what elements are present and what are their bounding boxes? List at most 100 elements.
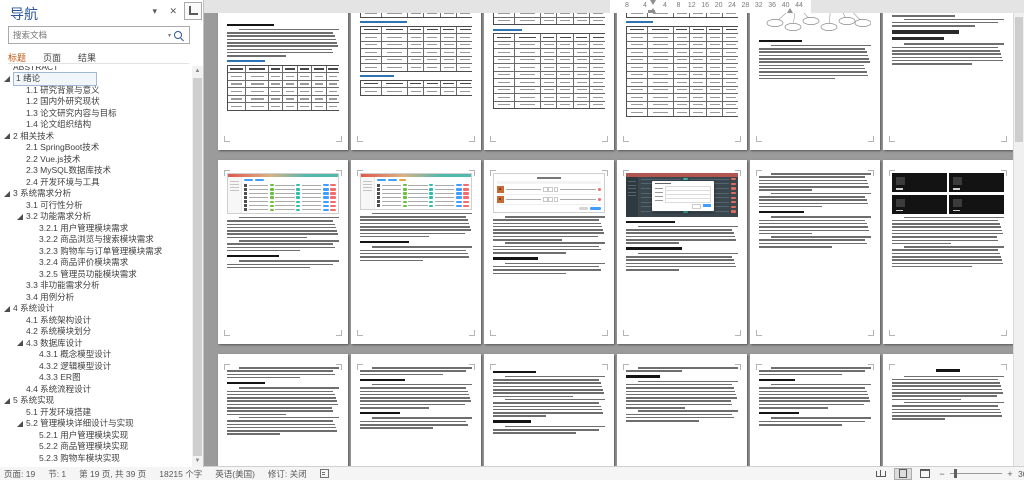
outline-item[interactable]: 3.3 非功能需求分析 (0, 280, 191, 292)
search-icon[interactable] (174, 31, 182, 39)
document-page[interactable] (484, 160, 614, 344)
document-page[interactable] (484, 13, 614, 150)
outline-item[interactable]: 4.3.3 ER图 (0, 372, 191, 384)
text-line (759, 373, 842, 376)
outline-item[interactable]: 3.2.4 商品评价模块需求 (0, 257, 191, 269)
document-page[interactable] (218, 13, 348, 150)
outline-item[interactable]: 2.4 开发环境与工具 (0, 177, 191, 189)
nav-tab-3[interactable]: 结果 (78, 53, 97, 63)
status-item[interactable]: 第 19 页, 共 39 页 (79, 468, 147, 479)
outline-item[interactable]: 5.2.3 购物车模块实现 (0, 453, 191, 465)
outline-item[interactable]: 5.2.2 商品管理模块实现 (0, 441, 191, 453)
document-page[interactable] (218, 354, 348, 467)
document-page[interactable] (617, 13, 747, 150)
outline-item[interactable]: 1 绪论 (0, 72, 191, 86)
document-page[interactable] (617, 160, 747, 344)
tab-stop-selector[interactable] (184, 2, 202, 20)
scroll-down-icon[interactable]: ▼ (192, 456, 203, 467)
document-page[interactable] (484, 354, 614, 467)
document-page[interactable] (351, 354, 481, 467)
outline-item[interactable]: 2 相关技术 (0, 131, 191, 143)
outline-item[interactable]: 3.2.5 管理员功能模块需求 (0, 269, 191, 281)
outline-item[interactable]: ABSTRACT (0, 66, 191, 73)
chevron-down-icon[interactable]: ▾ (152, 6, 157, 16)
outline-item[interactable]: 3.4 用例分析 (0, 292, 191, 304)
status-item[interactable]: 修订: 关闭 (267, 468, 307, 479)
nav-tab-2[interactable]: 页面 (43, 53, 62, 63)
document-page[interactable] (617, 354, 747, 467)
outline-item[interactable]: 2.3 MySQL数据库技术 (0, 165, 191, 177)
right-indent-marker[interactable] (787, 5, 793, 13)
table-cell (690, 41, 707, 48)
vertical-scrollbar[interactable] (1013, 13, 1024, 467)
cell-text (519, 44, 536, 46)
outline-item[interactable]: 5.1 开发环境搭建 (0, 407, 191, 419)
outline-item[interactable]: 1.2 国内外研究现状 (0, 96, 191, 108)
search-box[interactable]: ▾ (8, 26, 190, 44)
scroll-up-icon[interactable]: ▲ (192, 66, 203, 77)
scrollbar-thumb[interactable] (1015, 17, 1023, 142)
outline-item[interactable]: 4.4 系统流程设计 (0, 384, 191, 396)
outline-item[interactable]: 3.1 可行性分析 (0, 200, 191, 212)
scrollbar-thumb[interactable] (193, 78, 202, 456)
proofing-icon[interactable] (319, 469, 329, 478)
zoom-slider-thumb[interactable] (954, 469, 957, 478)
outline-item[interactable]: 4.3.2 逻辑模型设计 (0, 361, 191, 373)
print-layout-button[interactable] (894, 467, 912, 480)
outline-item[interactable]: 4 系统设计 (0, 303, 191, 315)
document-page[interactable] (351, 13, 481, 150)
zoom-slider[interactable] (950, 469, 1002, 478)
status-item[interactable]: 18215 个字 (159, 468, 203, 479)
outline-item[interactable]: 3 系统需求分析 (0, 188, 191, 200)
outline-item[interactable]: 4.3 数据库设计 (0, 338, 191, 350)
outline-item[interactable]: 3.2 功能需求分析 (0, 211, 191, 223)
expand-triangle-icon[interactable] (17, 340, 23, 347)
status-item[interactable]: 节: 1 (48, 468, 67, 479)
expand-triangle-icon[interactable] (4, 75, 10, 82)
outline-item[interactable]: 3.2.3 购物车与订单管理模块需求 (0, 246, 191, 258)
outline-item[interactable]: 2.1 SpringBoot技术 (0, 142, 191, 154)
outline-item[interactable]: 4.2 系统模块划分 (0, 326, 191, 338)
outline-item[interactable]: 1.1 研究背景与意义 (0, 85, 191, 97)
status-item[interactable]: 英语(美国) (215, 468, 255, 479)
outline-scrollbar[interactable]: ▲ ▼ (192, 66, 203, 467)
search-input[interactable] (9, 30, 168, 40)
left-indent-marker[interactable] (648, 10, 655, 13)
zoom-percent[interactable]: 30% (1018, 468, 1024, 479)
outline-item[interactable]: 3.2.2 商品浏览与搜索模块需求 (0, 234, 191, 246)
outline-item[interactable]: 1.3 论文研究内容与目标 (0, 108, 191, 120)
outline-item[interactable]: 1.4 论文组织结构 (0, 119, 191, 131)
outline-item[interactable]: 4.1 系统架构设计 (0, 315, 191, 327)
caret-down-icon[interactable]: ▾ (167, 32, 171, 39)
web-layout-button[interactable] (916, 468, 934, 480)
document-page[interactable] (883, 13, 1013, 150)
expand-triangle-icon[interactable] (17, 213, 23, 220)
nav-tab-1[interactable]: 标题 (8, 53, 27, 63)
zoom-out-button[interactable]: − (939, 468, 945, 479)
expand-triangle-icon[interactable] (4, 305, 10, 312)
document-page[interactable] (750, 160, 880, 344)
close-icon[interactable]: ✕ (169, 6, 177, 16)
expand-triangle-icon[interactable] (4, 190, 10, 197)
document-page[interactable] (218, 160, 348, 344)
expand-triangle-icon[interactable] (17, 420, 23, 427)
zoom-in-button[interactable]: + (1007, 468, 1013, 479)
status-item[interactable]: 页面: 19 (4, 468, 36, 479)
document-page[interactable] (750, 354, 880, 467)
document-page[interactable] (883, 160, 1013, 344)
document-page[interactable] (883, 354, 1013, 467)
first-line-indent-marker[interactable] (650, 0, 656, 8)
document-page[interactable] (750, 13, 880, 150)
outline-item[interactable]: 5.2.1 用户管理模块实现 (0, 430, 191, 442)
outline-item[interactable]: 2.2 Vue.js技术 (0, 154, 191, 166)
cell-text (314, 105, 324, 108)
expand-triangle-icon[interactable] (4, 397, 10, 404)
outline-item[interactable]: 5 系统实现 (0, 395, 191, 407)
outline-item[interactable]: 3.2.1 用户管理模块需求 (0, 223, 191, 235)
outline-item[interactable]: 5.2 管理模块详细设计与实现 (0, 418, 191, 430)
document-canvas[interactable] (203, 13, 1014, 467)
document-page[interactable] (351, 160, 481, 344)
expand-triangle-icon[interactable] (4, 133, 10, 140)
outline-item[interactable]: 4.3.1 概念模型设计 (0, 349, 191, 361)
read-mode-button[interactable] (872, 468, 890, 480)
